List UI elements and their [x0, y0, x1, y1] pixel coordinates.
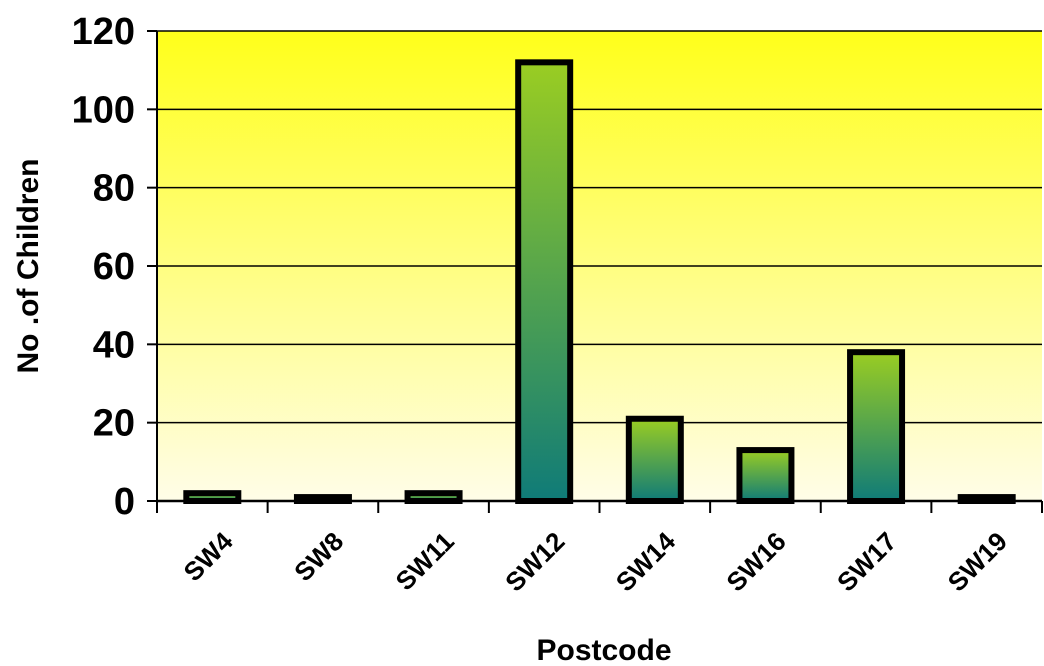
x-tick-label: SW14: [610, 526, 682, 598]
x-tick-labels: SW4 SW8 SW11 SW12 SW14 SW16 SW17 SW19: [156, 501, 1043, 598]
y-tick-label: 60: [93, 246, 135, 288]
x-tick-label: SW17: [831, 526, 902, 597]
y-axis-title: No .of Children: [12, 159, 45, 374]
x-tick-label: SW8: [288, 526, 349, 587]
bar-sw14: [625, 415, 684, 504]
y-tick-label: 0: [114, 481, 135, 523]
y-tick-label: 40: [93, 324, 135, 366]
y-tick-label: 120: [72, 11, 135, 53]
gridlines: [157, 30, 1042, 424]
bar-sw16: [736, 447, 795, 505]
y-tick-label: 80: [93, 168, 135, 210]
y-tick-label: 20: [93, 403, 135, 445]
bar-sw12: [515, 59, 574, 504]
bars: [183, 59, 1016, 505]
bar-sw17: [847, 349, 906, 504]
y-tick-label: 100: [72, 89, 135, 131]
y-tick-labels: 0 20 40 60 80 100 120: [72, 11, 157, 523]
x-tick-label: SW4: [178, 526, 239, 587]
x-tick-label: SW16: [720, 526, 791, 597]
x-tick-label: SW19: [942, 526, 1013, 597]
x-tick-label: SW11: [390, 526, 460, 596]
x-axis-title: Postcode: [536, 634, 671, 666]
x-tick-label: SW12: [499, 526, 570, 597]
